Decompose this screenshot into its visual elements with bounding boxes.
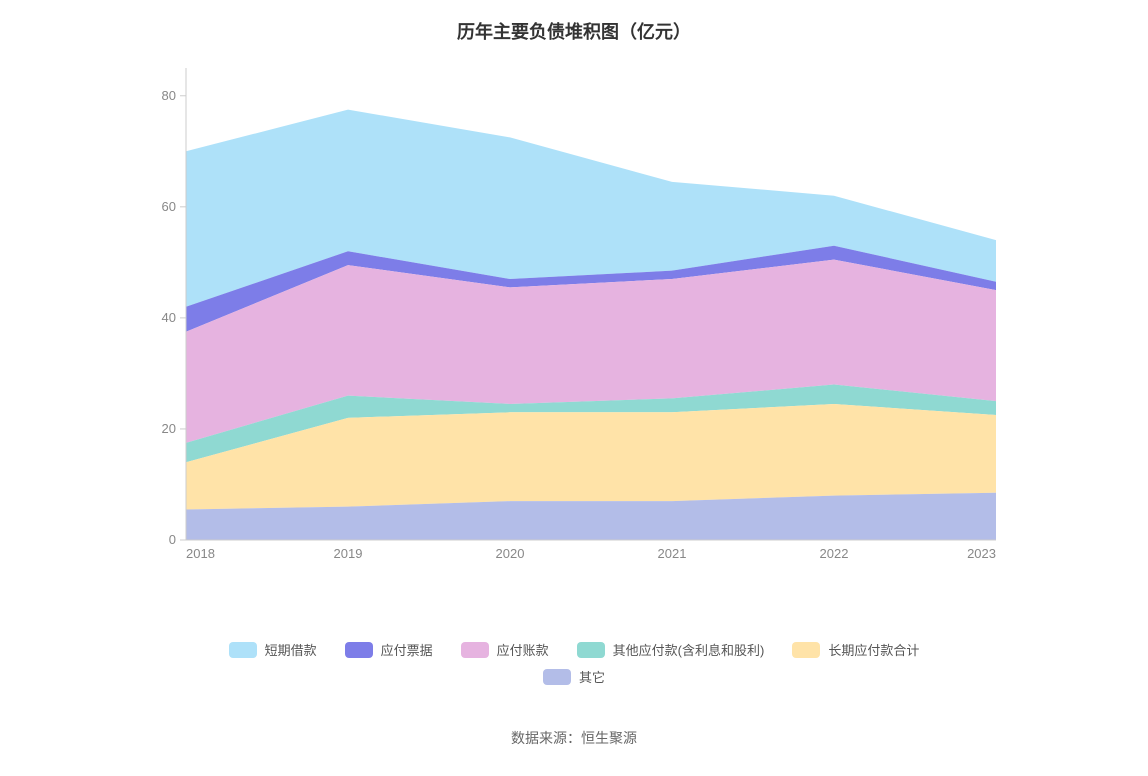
legend-label: 长期应付款合计	[828, 640, 919, 659]
legend-label: 其他应付款(含利息和股利)	[613, 640, 765, 659]
y-tick-label: 40	[162, 310, 176, 325]
legend-swatch	[345, 642, 373, 658]
chart-svg: 0 20 40 60 80 2018 2019 2020 2021 2022 2023	[140, 64, 1000, 568]
legend-row: 其它	[529, 667, 619, 686]
x-tick-label: 2023	[967, 546, 996, 561]
legend-swatch	[792, 642, 820, 658]
y-tick-label: 0	[169, 532, 176, 547]
legend-label: 短期借款	[265, 640, 317, 659]
legend-item-other[interactable]: 其它	[543, 667, 605, 686]
legend-item-long_term_payables[interactable]: 长期应付款合计	[792, 640, 919, 659]
legend-item-short_term_loans[interactable]: 短期借款	[229, 640, 317, 659]
data-source: 数据来源：恒生聚源	[0, 728, 1148, 748]
legend-swatch	[461, 642, 489, 658]
legend-label: 应付账款	[497, 640, 549, 659]
x-tick-label: 2021	[658, 546, 687, 561]
legend-label: 其它	[579, 667, 605, 686]
chart-title: 历年主要负债堆积图（亿元）	[0, 18, 1148, 44]
y-tick-label: 60	[162, 199, 176, 214]
legend: 短期借款 应付票据 应付账款 其他应付款(含利息和股利) 长期应付款合计其它	[0, 636, 1148, 690]
legend-item-accounts_payable[interactable]: 应付账款	[461, 640, 549, 659]
legend-item-notes_payable[interactable]: 应付票据	[345, 640, 433, 659]
y-tick-label: 80	[162, 88, 176, 103]
x-tick-label: 2022	[820, 546, 849, 561]
chart-container: 历年主要负债堆积图（亿元） 0 20 40 60 80 2018 2019 2020 2021 2…	[0, 0, 1148, 776]
legend-swatch	[577, 642, 605, 658]
x-tick-label: 2018	[186, 546, 215, 561]
legend-label: 应付票据	[381, 640, 433, 659]
legend-item-other_payables[interactable]: 其他应付款(含利息和股利)	[577, 640, 765, 659]
legend-swatch	[229, 642, 257, 658]
legend-row: 短期借款 应付票据 应付账款 其他应付款(含利息和股利) 长期应付款合计	[215, 640, 934, 659]
y-tick-label: 20	[162, 421, 176, 436]
plot-area: 0 20 40 60 80 2018 2019 2020 2021 2022 2023	[140, 64, 1000, 568]
x-tick-label: 2019	[334, 546, 363, 561]
x-tick-label: 2020	[496, 546, 525, 561]
legend-swatch	[543, 669, 571, 685]
